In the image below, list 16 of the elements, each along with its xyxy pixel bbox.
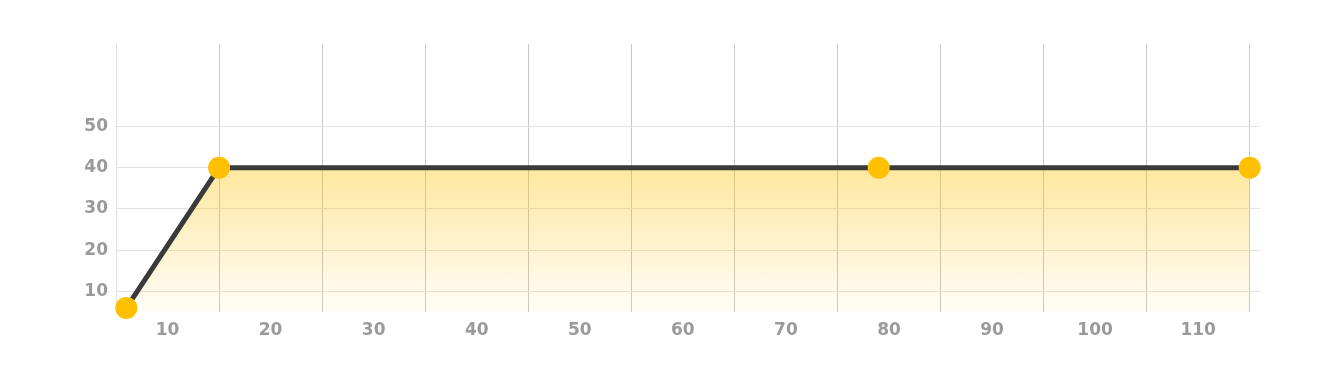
x-tick-label: 10 [155, 318, 180, 339]
x-tick-label: 100 [1077, 318, 1114, 339]
x-tick-label: 60 [671, 318, 695, 339]
x-tick-label: 20 [258, 318, 283, 339]
x-tick-label: 70 [774, 318, 798, 339]
y-tick-label: 40 [84, 156, 109, 177]
x-tick-label: 110 [1180, 318, 1217, 339]
x-tick-label: 80 [877, 318, 901, 339]
y-tick-label: 30 [84, 197, 109, 218]
x-tick-label: 30 [361, 318, 386, 339]
x-tick-label: 50 [567, 318, 592, 339]
x-tick-label: 40 [464, 318, 489, 339]
y-tick-label: 20 [84, 238, 109, 259]
y-tick-label: 10 [84, 279, 109, 300]
x-tick-label: 90 [980, 318, 1005, 339]
y-tick-label: 50 [84, 114, 109, 135]
